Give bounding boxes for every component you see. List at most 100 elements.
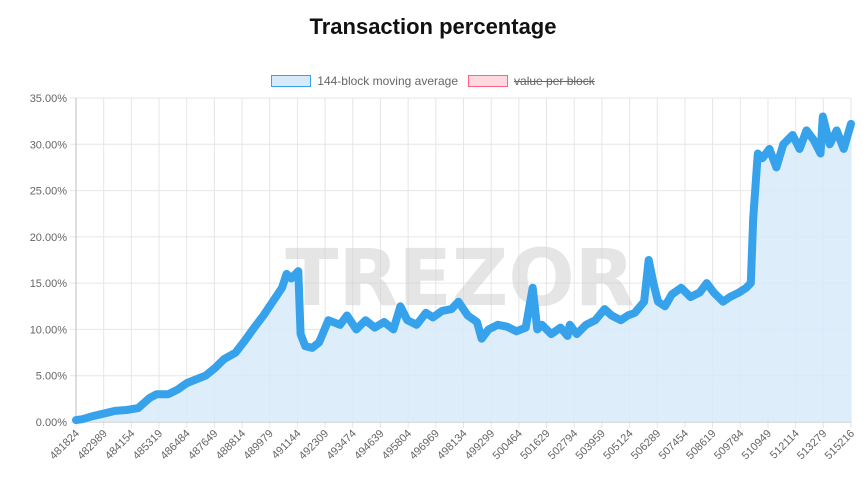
y-tick-label: 15.00% [30, 278, 68, 290]
legend-item-value-per-block[interactable]: value per block [468, 74, 595, 88]
data-point [403, 316, 411, 324]
data-point [485, 325, 493, 333]
data-point [494, 321, 502, 329]
data-point [512, 327, 520, 335]
data-point [796, 145, 804, 153]
data-point [315, 338, 323, 346]
data-point [833, 126, 841, 134]
data-point [413, 321, 421, 329]
series-area-moving-average [76, 116, 851, 422]
data-point [211, 364, 219, 372]
data-point [817, 150, 824, 157]
x-tick-label: 486484 [158, 428, 192, 462]
data-point [78, 415, 86, 423]
data-point [772, 163, 780, 171]
data-point [803, 126, 810, 134]
data-point [259, 312, 267, 319]
legend: 144-block moving average value per block [0, 74, 866, 88]
x-tick-label: 508619 [684, 428, 718, 462]
data-point [754, 150, 762, 157]
data-point [429, 313, 437, 321]
data-point [250, 324, 258, 332]
x-tick-label: 496969 [407, 428, 441, 462]
data-point [726, 293, 734, 301]
data-point [840, 145, 848, 153]
data-point [538, 321, 546, 329]
x-tick-label: 492309 [297, 428, 331, 462]
x-tick-label: 515216 [823, 428, 857, 462]
data-point [146, 394, 154, 402]
data-point [661, 302, 669, 310]
y-tick-label: 10.00% [30, 324, 68, 336]
x-tick-label: 488814 [214, 428, 248, 462]
y-tick-label: 0.00% [36, 417, 67, 429]
data-point [220, 355, 228, 363]
data-point [294, 267, 302, 275]
data-point [566, 321, 574, 329]
x-tick-label: 494639 [352, 428, 386, 462]
data-point [608, 312, 616, 319]
data-point [735, 288, 743, 296]
x-tick-label: 498134 [435, 428, 469, 462]
data-point [301, 342, 309, 350]
legend-item-moving-average[interactable]: 144-block moving average [271, 74, 458, 88]
data-point [819, 113, 827, 120]
data-point [438, 307, 446, 315]
data-point [201, 372, 209, 380]
data-point [503, 323, 511, 331]
y-tick-label: 20.00% [30, 232, 68, 244]
data-point [529, 284, 537, 292]
data-point [696, 288, 704, 296]
y-axis: 0.00% 5.00% 10.00% 15.00% 20.00% 25.00% 30.00%… [30, 93, 68, 429]
data-point [573, 330, 581, 338]
data-point [703, 279, 711, 287]
data-point [557, 324, 564, 332]
x-tick-label: 481824 [48, 428, 82, 462]
data-point [640, 298, 648, 306]
data-point [464, 312, 472, 319]
data-point [645, 256, 653, 264]
x-tick-label: 500464 [491, 428, 525, 462]
x-tick-label: 510949 [740, 428, 774, 462]
data-point [758, 154, 766, 162]
data-point [454, 298, 462, 306]
x-tick-label: 501629 [518, 428, 552, 462]
data-point [192, 375, 200, 383]
data-point [396, 302, 404, 310]
data-point [789, 131, 797, 139]
data-point [174, 386, 182, 394]
x-tick-label: 495804 [380, 428, 414, 462]
data-point [324, 316, 332, 324]
x-tick-label: 505124 [601, 428, 635, 462]
data-point [352, 325, 360, 333]
data-point [269, 298, 277, 306]
data-point [617, 316, 625, 324]
y-tick-label: 25.00% [30, 186, 68, 198]
data-point [547, 330, 555, 338]
y-tick-label: 35.00% [30, 93, 68, 105]
x-tick-label: 484154 [103, 428, 137, 462]
legend-label-moving-average: 144-block moving average [317, 74, 459, 88]
data-point [582, 321, 590, 329]
data-point [631, 309, 639, 317]
x-tick-label: 482989 [75, 428, 109, 462]
data-point [710, 288, 718, 296]
data-point [336, 321, 344, 329]
data-point [826, 140, 834, 148]
data-point [654, 298, 662, 306]
data-point [343, 312, 351, 319]
data-point [389, 325, 397, 333]
data-point [591, 316, 599, 324]
legend-swatch-value-per-block [468, 75, 509, 87]
data-point [810, 136, 817, 144]
data-point [742, 284, 750, 292]
data-point [522, 324, 530, 332]
data-point [278, 284, 286, 292]
data-point [111, 407, 119, 415]
x-tick-label: 493474 [324, 428, 358, 462]
data-point [99, 410, 107, 418]
y-tick-label: 5.00% [36, 371, 67, 383]
x-tick-label: 502794 [546, 428, 580, 462]
legend-swatch-moving-average [271, 75, 312, 87]
